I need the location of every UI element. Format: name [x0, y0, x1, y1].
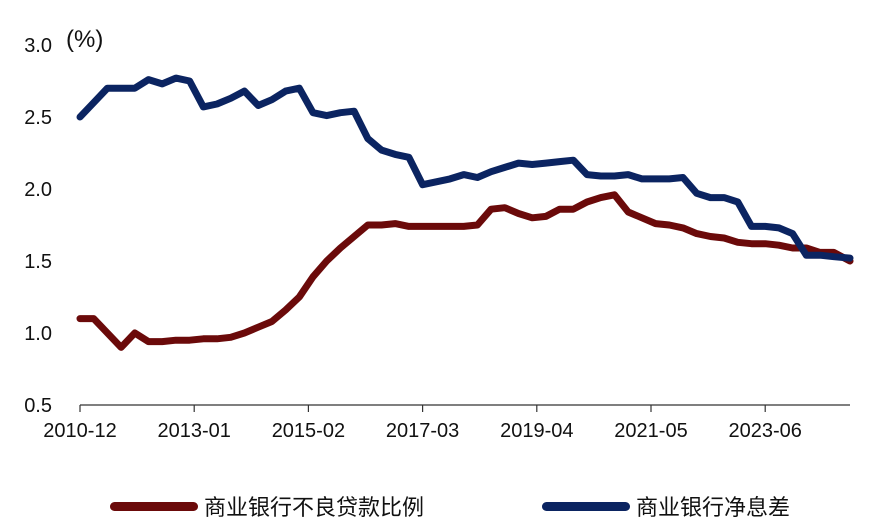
x-tick-label: 2013-01 [157, 420, 230, 442]
legend-swatch-npl [110, 501, 198, 511]
x-tick-label: 2010-12 [43, 420, 116, 442]
legend-item-npl: 商业银行不良贷款比例 [110, 490, 424, 522]
y-tick-label: 2.0 [24, 179, 52, 201]
y-axis-unit: (%) [66, 26, 103, 53]
legend-swatch-nim [542, 501, 630, 511]
legend-item-nim: 商业银行净息差 [542, 490, 790, 522]
y-axis-labels: 0.5 1.0 1.5 2.0 2.5 3.0 [24, 35, 52, 417]
y-tick-label: 1.0 [24, 323, 52, 345]
x-tick-label: 2023-06 [728, 420, 801, 442]
x-tick-label: 2019-04 [500, 420, 573, 442]
y-tick-label: 2.5 [24, 107, 52, 129]
y-tick-label: 1.5 [24, 251, 52, 273]
series-line-net-interest-margin [76, 74, 854, 262]
x-tick-label: 2015-02 [272, 420, 345, 442]
series-line-npl-ratio [76, 191, 854, 351]
legend-label-npl: 商业银行不良贷款比例 [204, 496, 425, 521]
x-tick-label: 2017-03 [386, 420, 459, 442]
series-lines [76, 74, 854, 351]
y-tick-label: 3.0 [24, 35, 52, 57]
legend-label-nim: 商业银行净息差 [636, 496, 791, 521]
x-axis: 2010-12 2013-01 2015-02 2017-03 2019-04 2021-… [43, 404, 850, 442]
x-tick-label: 2021-05 [614, 420, 687, 442]
y-tick-label: 0.5 [24, 395, 52, 417]
